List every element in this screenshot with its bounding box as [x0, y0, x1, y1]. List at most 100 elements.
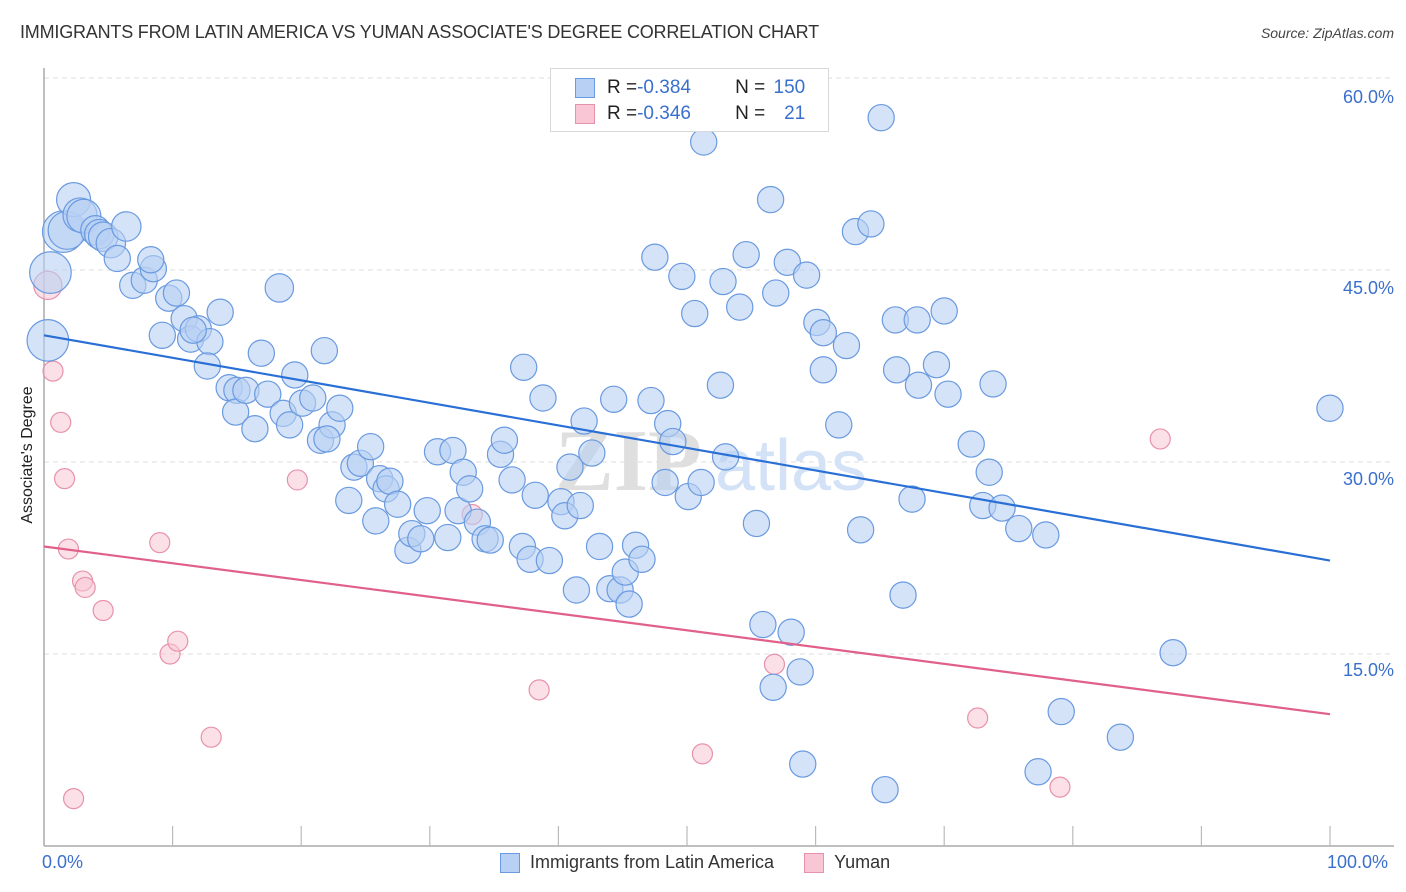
latin-america-point: [490, 426, 519, 454]
latin-america-point: [846, 516, 875, 544]
latin-america-point: [455, 475, 484, 503]
y-tick-label-45: 45.0%: [1342, 278, 1394, 298]
latin-america-point: [659, 427, 687, 456]
legend-label: Yuman: [834, 852, 891, 872]
latin-america-point: [264, 273, 295, 303]
latin-america-point: [247, 339, 276, 367]
yuman-point: [763, 653, 786, 675]
y-axis-label: Associate's Degree: [19, 386, 36, 524]
latin-america-point: [889, 581, 917, 609]
latin-america-point: [310, 336, 339, 365]
latin-america-point: [1005, 514, 1033, 543]
yuman-point: [691, 743, 714, 765]
yuman-point: [200, 726, 222, 748]
latin-america-point: [637, 386, 665, 415]
pink-swatch-icon: [575, 104, 595, 124]
r-value: -0.346: [637, 103, 691, 124]
latin-america-point: [882, 356, 911, 384]
latin-america-point: [529, 384, 557, 412]
latin-america-point: [562, 576, 591, 604]
yuman-point: [1149, 428, 1171, 450]
latin-america-point: [825, 411, 853, 439]
latin-america-point: [578, 439, 606, 467]
latin-america-point: [615, 590, 643, 618]
legend-label: Immigrants from Latin America: [530, 852, 775, 872]
legend-item-yuman[interactable]: Yuman: [804, 852, 890, 873]
latin-america-point: [957, 430, 985, 458]
latin-america-point: [857, 210, 885, 238]
latin-america-point: [356, 432, 385, 461]
latin-america-point: [904, 371, 933, 399]
latin-america-point: [762, 279, 790, 307]
latin-america-point: [498, 466, 526, 494]
pink-swatch-icon: [804, 852, 825, 873]
latin-america-point: [759, 673, 787, 701]
r-label: R =: [607, 77, 638, 98]
latin-america-point: [111, 211, 142, 242]
yuman-point: [50, 411, 72, 433]
latin-america-point: [930, 297, 958, 325]
latin-america-point: [1159, 639, 1187, 667]
latin-america-point: [922, 351, 951, 379]
yuman-point: [167, 630, 189, 652]
latin-america-point: [434, 523, 462, 552]
latin-america-point: [362, 507, 390, 535]
latin-america-point: [898, 485, 926, 513]
series-legend: Immigrants from Latin America Yuman: [500, 852, 920, 873]
blue-swatch-icon: [575, 78, 595, 98]
latin-america-point: [742, 509, 771, 538]
latin-america-point: [476, 526, 504, 554]
latin-america-point: [299, 384, 327, 412]
x-tick-label-max: 100.0%: [1327, 852, 1389, 872]
latin-america-point: [789, 750, 817, 778]
stats-legend: R = -0.384 N = 150 R = -0.346 N = 21: [550, 68, 829, 132]
latin-america-point: [832, 331, 861, 360]
latin-america-point: [413, 496, 441, 525]
y-tick-label-60: 60.0%: [1342, 87, 1394, 107]
x-tick-label-min: 0.0%: [42, 852, 84, 872]
latin-america-point: [690, 128, 718, 156]
latin-america-point: [313, 425, 341, 453]
r-label: R =: [607, 103, 638, 124]
latin-america-point: [585, 532, 614, 561]
latin-america-point: [509, 353, 538, 381]
latin-america-point: [326, 394, 354, 422]
latin-america-point: [867, 103, 895, 132]
n-label: N =: [735, 103, 766, 124]
latin-america-point: [206, 298, 234, 326]
latin-america-point: [254, 380, 282, 408]
n-label: N =: [735, 77, 766, 98]
latin-america-point: [535, 546, 564, 575]
latin-america-point: [599, 385, 628, 413]
yuman-point: [1049, 776, 1071, 798]
source-label: Source: ZipAtlas.com: [1260, 25, 1394, 41]
latin-america-point: [726, 293, 754, 321]
latin-america-point: [275, 411, 304, 439]
legend-item-latin-america[interactable]: Immigrants from Latin America: [500, 852, 774, 873]
yuman-point: [74, 576, 96, 599]
latin-america-point: [1032, 521, 1060, 549]
stats-legend-row-pink: R = -0.346 N = 21: [575, 102, 805, 126]
y-tick-label-30: 30.0%: [1342, 469, 1394, 489]
latin-america-point: [732, 240, 760, 269]
latin-america-trend-line: [43, 334, 1331, 562]
latin-america-point: [376, 467, 404, 495]
latin-america-point: [903, 306, 931, 334]
latin-america-point: [651, 468, 679, 497]
blue-swatch-icon: [500, 852, 520, 873]
latin-america-point: [407, 525, 435, 553]
latin-america-point: [749, 610, 777, 639]
yuman-trend-line: [43, 545, 1331, 716]
latin-america-point: [179, 316, 207, 344]
latin-america-point: [756, 185, 785, 214]
latin-america-point: [871, 775, 899, 804]
latin-america-point: [241, 415, 269, 443]
latin-america-point: [786, 658, 814, 686]
latin-america-point: [687, 468, 715, 497]
yuman-point: [149, 532, 171, 554]
yuman-point: [967, 707, 989, 729]
latin-america-point: [628, 545, 656, 573]
chart-title: IMMIGRANTS FROM LATIN AMERICA VS YUMAN A…: [20, 22, 819, 42]
latin-america-point: [668, 262, 696, 291]
